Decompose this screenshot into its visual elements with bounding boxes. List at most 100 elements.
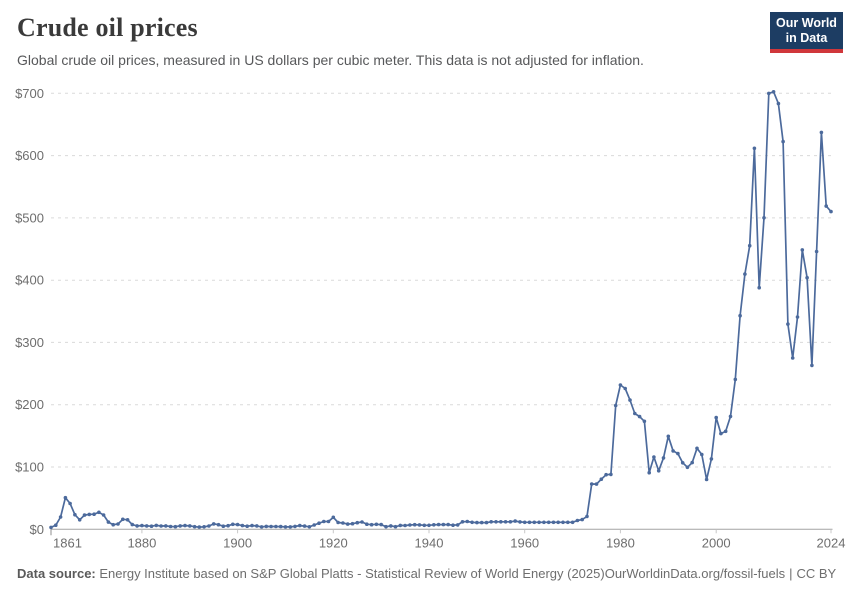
data-point[interactable]	[604, 472, 608, 477]
data-point[interactable]	[714, 415, 718, 420]
data-point[interactable]	[460, 520, 465, 524]
data-point[interactable]	[393, 524, 398, 529]
data-point[interactable]	[178, 524, 182, 528]
data-point[interactable]	[350, 521, 355, 526]
data-point[interactable]	[269, 524, 273, 529]
data-point[interactable]	[111, 522, 115, 527]
data-point[interactable]	[341, 521, 345, 525]
data-point[interactable]	[216, 522, 221, 527]
data-point[interactable]	[542, 520, 546, 525]
data-point[interactable]	[738, 313, 742, 318]
data-point[interactable]	[73, 512, 77, 517]
data-point[interactable]	[680, 461, 685, 465]
data-point[interactable]	[427, 523, 431, 528]
data-point[interactable]	[556, 520, 560, 525]
data-point[interactable]	[144, 524, 149, 528]
data-point[interactable]	[642, 419, 647, 424]
data-point[interactable]	[676, 451, 680, 456]
data-point[interactable]	[781, 139, 785, 144]
data-point[interactable]	[389, 524, 393, 528]
data-point[interactable]	[723, 429, 728, 434]
data-point[interactable]	[116, 522, 120, 526]
data-point[interactable]	[623, 386, 627, 391]
data-point[interactable]	[197, 525, 202, 529]
data-point[interactable]	[446, 522, 451, 527]
data-point[interactable]	[499, 520, 503, 524]
data-point[interactable]	[441, 522, 446, 527]
owid-logo[interactable]: Our World in Data	[770, 12, 843, 53]
data-point[interactable]	[149, 524, 154, 528]
data-point[interactable]	[322, 519, 326, 524]
data-point[interactable]	[173, 524, 178, 529]
data-point[interactable]	[771, 90, 776, 94]
data-point[interactable]	[240, 523, 245, 528]
data-point[interactable]	[546, 520, 551, 525]
data-point[interactable]	[776, 101, 781, 106]
data-point[interactable]	[594, 482, 599, 486]
data-point[interactable]	[97, 510, 101, 515]
data-point[interactable]	[298, 523, 302, 528]
data-point[interactable]	[551, 520, 556, 525]
data-point[interactable]	[628, 398, 632, 402]
data-point[interactable]	[317, 521, 321, 525]
data-point[interactable]	[403, 523, 407, 528]
data-point[interactable]	[355, 520, 360, 525]
data-point[interactable]	[264, 524, 269, 529]
data-point[interactable]	[527, 520, 532, 525]
data-point[interactable]	[121, 517, 125, 522]
data-point[interactable]	[695, 446, 699, 451]
data-point[interactable]	[790, 356, 795, 360]
data-point[interactable]	[183, 523, 187, 528]
data-point[interactable]	[250, 523, 254, 528]
data-point[interactable]	[106, 520, 111, 524]
data-point[interactable]	[432, 523, 436, 527]
data-point[interactable]	[365, 522, 369, 526]
data-point[interactable]	[202, 525, 206, 529]
data-point[interactable]	[819, 130, 824, 135]
data-point[interactable]	[795, 315, 800, 319]
data-point[interactable]	[192, 524, 197, 529]
data-point[interactable]	[87, 512, 92, 517]
data-point[interactable]	[436, 522, 441, 527]
data-point[interactable]	[326, 519, 331, 524]
data-point[interactable]	[245, 524, 249, 528]
data-point[interactable]	[690, 460, 694, 465]
data-point[interactable]	[704, 477, 709, 482]
data-point[interactable]	[570, 520, 575, 525]
data-point[interactable]	[470, 520, 474, 525]
data-point[interactable]	[336, 520, 340, 525]
data-point[interactable]	[140, 523, 144, 528]
data-point[interactable]	[767, 91, 771, 96]
data-point[interactable]	[609, 472, 613, 477]
data-point[interactable]	[254, 524, 259, 528]
data-point[interactable]	[633, 411, 637, 416]
data-point[interactable]	[274, 524, 278, 529]
data-point[interactable]	[211, 522, 216, 526]
data-point[interactable]	[700, 452, 704, 457]
data-point[interactable]	[307, 525, 312, 529]
data-point[interactable]	[757, 285, 761, 290]
data-point[interactable]	[810, 363, 814, 368]
data-point[interactable]	[786, 322, 790, 326]
data-point[interactable]	[207, 524, 211, 528]
data-point[interactable]	[379, 522, 384, 527]
data-point[interactable]	[288, 525, 293, 529]
data-point[interactable]	[800, 248, 805, 252]
data-point[interactable]	[618, 383, 623, 387]
data-point[interactable]	[130, 522, 135, 527]
data-point[interactable]	[101, 513, 106, 517]
data-point[interactable]	[475, 520, 479, 525]
data-point[interactable]	[637, 414, 642, 419]
data-point[interactable]	[537, 520, 541, 525]
data-point[interactable]	[188, 524, 192, 528]
data-point[interactable]	[566, 520, 570, 525]
data-point[interactable]	[369, 522, 374, 527]
data-point[interactable]	[513, 519, 517, 523]
data-point[interactable]	[489, 520, 494, 524]
data-point[interactable]	[412, 522, 417, 527]
data-point[interactable]	[154, 523, 159, 528]
data-point[interactable]	[312, 523, 317, 527]
data-point[interactable]	[824, 204, 828, 208]
data-point[interactable]	[508, 520, 513, 524]
owid-url-link[interactable]: OurWorldinData.org/fossil-fuels	[604, 566, 786, 581]
